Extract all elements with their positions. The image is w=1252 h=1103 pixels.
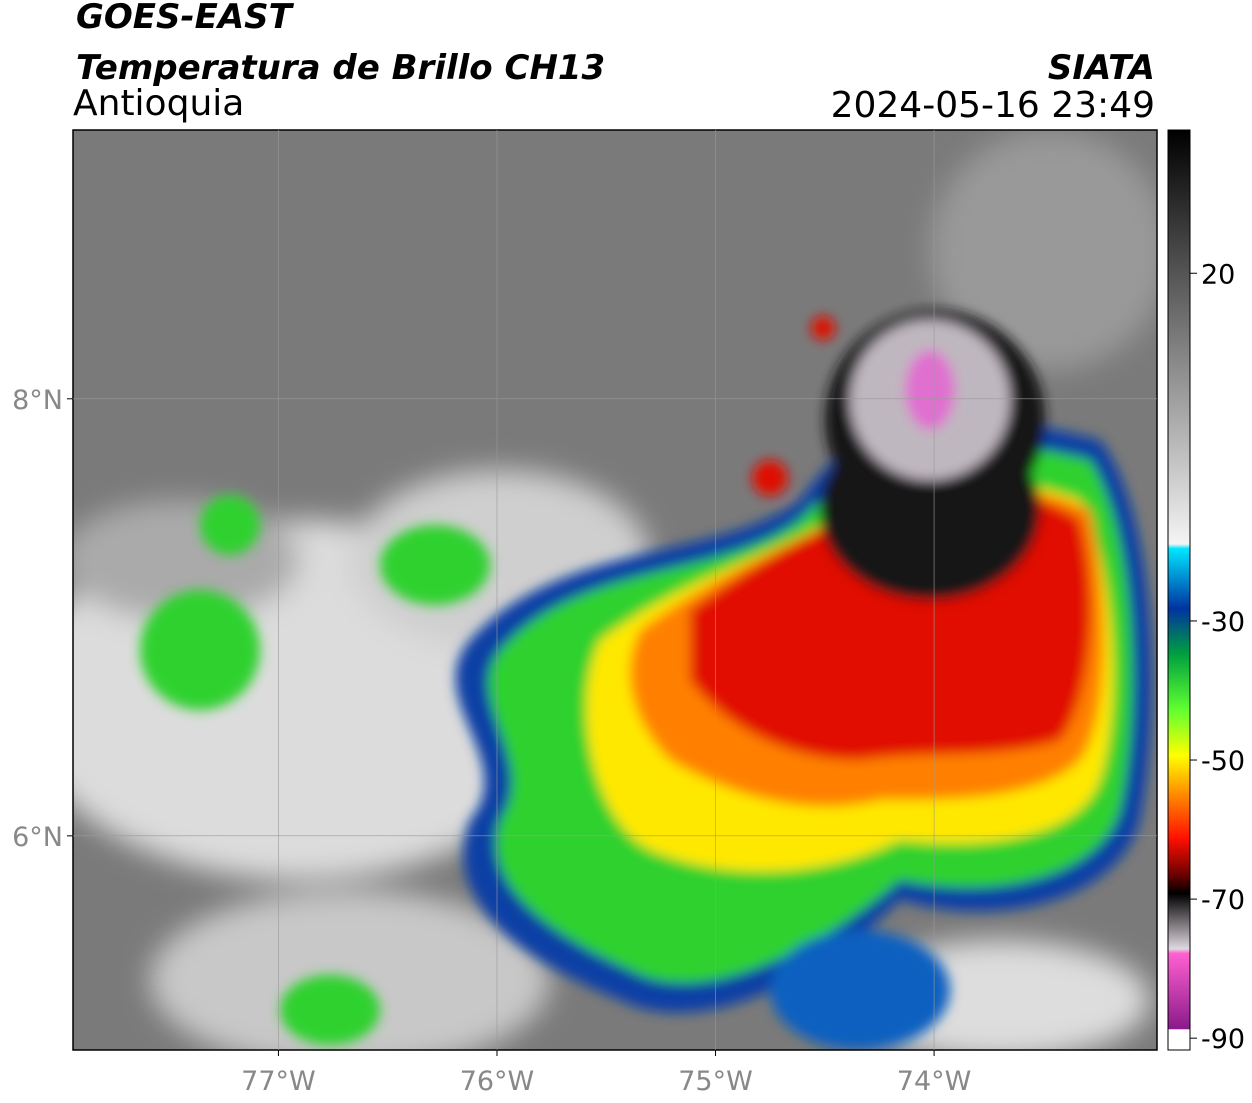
source: SIATA — [1048, 48, 1155, 88]
colorbar-tick-label: -90 — [1201, 1024, 1245, 1055]
title: GOES-EAST — [76, 0, 295, 37]
colorbar-tick-label: -70 — [1201, 885, 1245, 916]
satellite-image — [73, 130, 1157, 1050]
x-tick-label: 74°W — [897, 1066, 972, 1097]
colorbar-tick-label: -30 — [1201, 607, 1245, 638]
subtitle: Temperatura de Brillo CH13 — [76, 48, 605, 88]
map-frame — [72, 129, 1158, 1051]
colorbar — [1167, 129, 1191, 1051]
x-tick-label: 77°W — [241, 1066, 316, 1097]
y-tick-label: 6°N — [12, 822, 63, 853]
region: Antioquia — [73, 83, 244, 124]
colorbar-tick-label: -50 — [1201, 746, 1245, 777]
colorbar-tick-label: 20 — [1201, 259, 1235, 290]
datetime: 2024-05-16 23:49 — [831, 85, 1155, 126]
y-tick-label: 8°N — [12, 385, 63, 416]
x-tick-label: 76°W — [460, 1066, 535, 1097]
x-tick-label: 75°W — [678, 1066, 753, 1097]
